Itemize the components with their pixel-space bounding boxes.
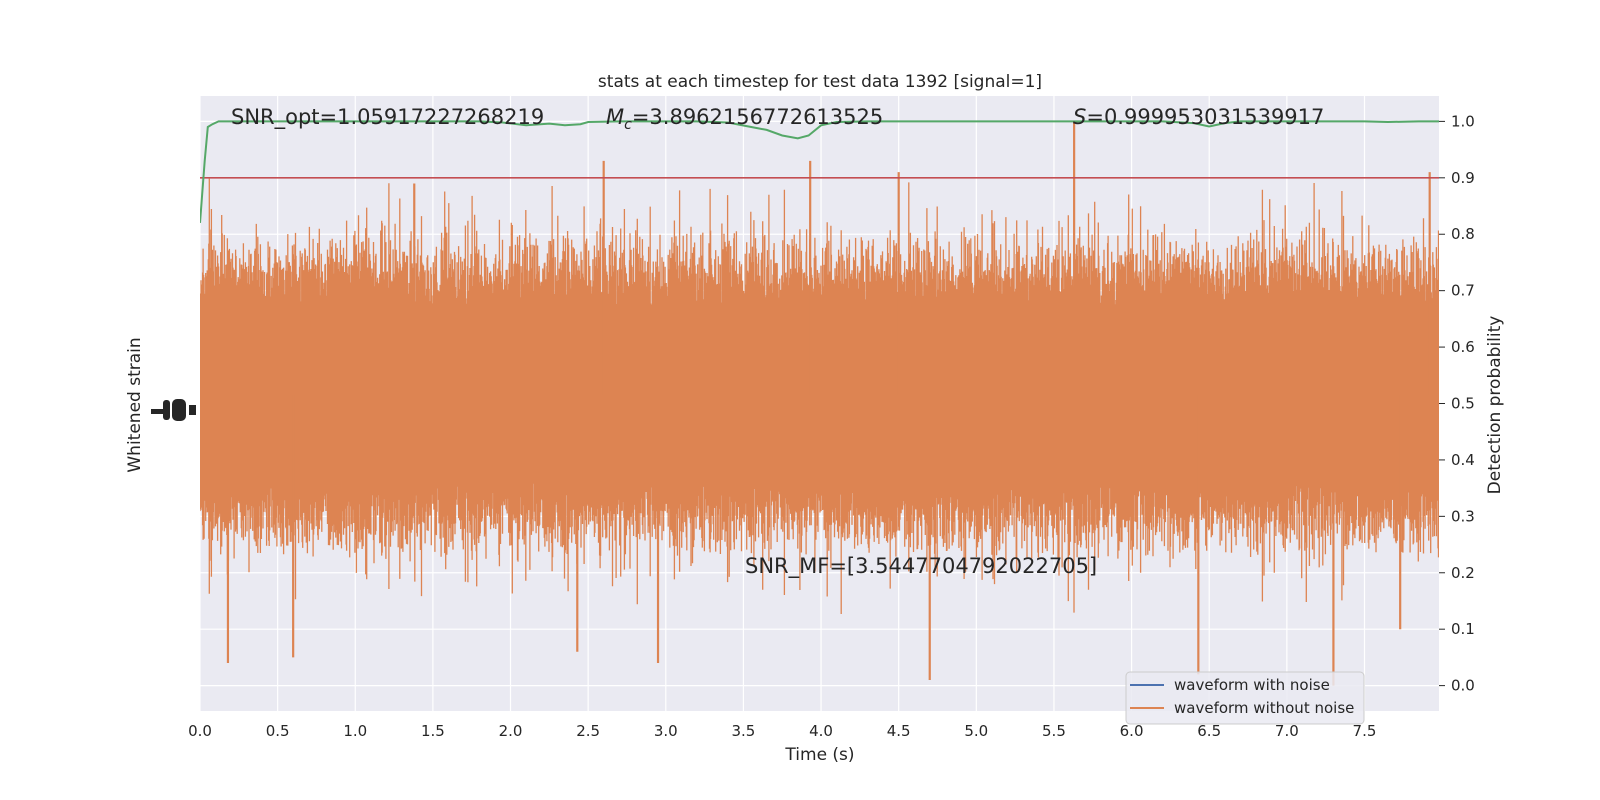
x-tick-label: 4.5 (887, 722, 911, 740)
x-tick-label: 7.0 (1275, 722, 1299, 740)
y-tick-label: 0.2 (1451, 564, 1475, 582)
legend: waveform with noise waveform without noi… (1125, 671, 1365, 725)
legend-box (1125, 671, 1365, 725)
y-tick-label: 0.3 (1451, 507, 1475, 525)
x-axis-ticks: 0.0 0.5 1.0 1.5 2.0 2.5 3.0 3.5 4.0 4.5 5.0 5.5 6.0 6… (188, 722, 1376, 740)
detection-probability-line (200, 120, 1439, 223)
x-tick-label: 4.0 (809, 722, 833, 740)
y-tick-label: 0.0 (1451, 677, 1475, 695)
x-tick-label: 3.5 (731, 722, 755, 740)
snr-mf-annotation: SNR_MF=[3.5447704792022705] (745, 554, 1097, 579)
x-tick-label: 2.5 (576, 722, 600, 740)
x-tick-label: 7.5 (1353, 722, 1377, 740)
y-tick-label: 0.4 (1451, 451, 1475, 469)
x-tick-label: 5.0 (964, 722, 988, 740)
x-tick-label: 6.5 (1197, 722, 1221, 740)
y-tick-label: 1.0 (1451, 112, 1475, 130)
waveform-without-noise-trace (200, 178, 1439, 614)
x-tick-label: 0.0 (188, 722, 212, 740)
legend-label-with-noise: waveform with noise (1174, 676, 1330, 694)
y-tick-label: 0.6 (1451, 338, 1475, 356)
x-tick-label: 6.0 (1120, 722, 1144, 740)
x-tick-label: 1.0 (343, 722, 367, 740)
chart-title: stats at each timestep for test data 139… (598, 72, 1042, 92)
x-tick-label: 3.0 (654, 722, 678, 740)
y-tick-label: 0.8 (1451, 225, 1475, 243)
series-waveform-without-noise (200, 121, 1439, 686)
y-tick-label: 0.1 (1451, 620, 1475, 638)
y-tick-label: 0.9 (1451, 169, 1475, 187)
similarity-annotation: S=0.999953031539917 (1073, 105, 1324, 129)
y-tick-label: 0.7 (1451, 282, 1475, 300)
y-axis-right-ticks: 0.0 0.1 0.2 0.3 0.4 0.5 0.6 0.7 0.8 0.9 1.0 (1439, 112, 1475, 695)
snr-opt-annotation: SNR_opt=1.05917227268219 (231, 105, 544, 130)
left-axis-overlapping-tick-labels (151, 399, 196, 421)
chirp-mass-annotation: Mc=3.8962156772613525 (606, 105, 883, 133)
x-axis-label: Time (s) (784, 745, 854, 765)
series-lines (200, 120, 1439, 223)
y-axis-left-label: Whitened strain (125, 337, 145, 472)
x-tick-label: 5.5 (1042, 722, 1066, 740)
x-tick-label: 0.5 (266, 722, 290, 740)
x-tick-label: 1.5 (421, 722, 445, 740)
legend-label-without-noise: waveform without noise (1174, 699, 1354, 717)
x-tick-label: 2.0 (499, 722, 523, 740)
y-axis-right-label: Detection probability (1485, 316, 1505, 495)
y-tick-label: 0.5 (1451, 395, 1475, 413)
